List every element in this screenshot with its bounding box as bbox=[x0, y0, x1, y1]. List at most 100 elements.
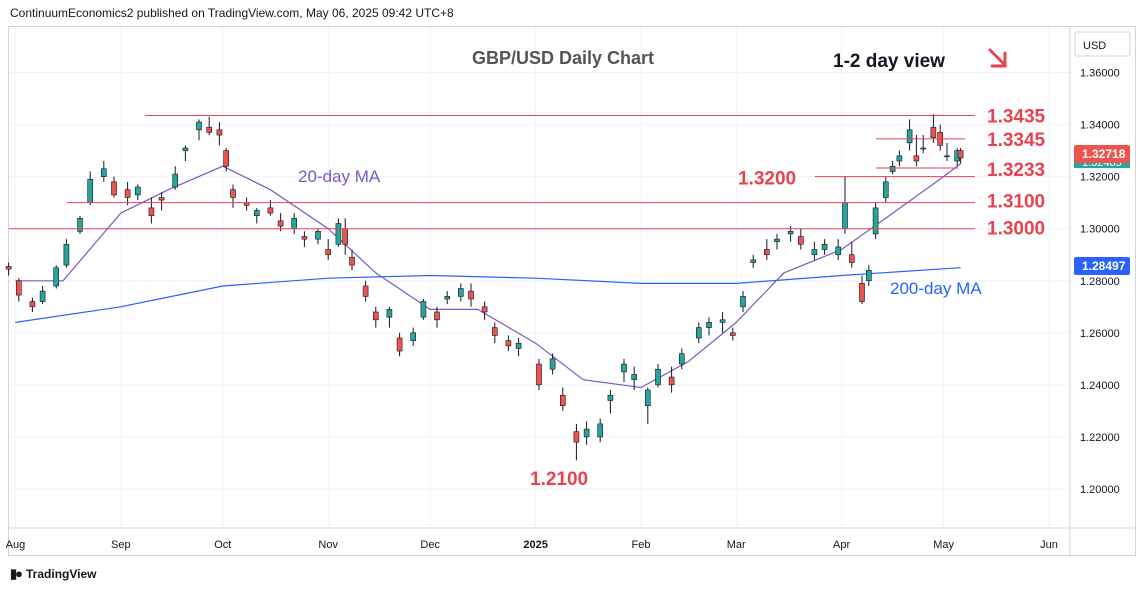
x-tick-label: Jun bbox=[1040, 539, 1058, 551]
x-axis-ticks: Aug Sep Oct Nov Dec 2025 Feb Mar Apr May Jun bbox=[6, 539, 1058, 551]
down-arrow-icon bbox=[988, 48, 1007, 68]
candle-body bbox=[254, 210, 260, 216]
candle-body bbox=[621, 363, 627, 373]
candle-body bbox=[223, 150, 229, 167]
y-axis-ticks: 1.36000 1.34000 1.32000 1.30000 1.28000 1.260… bbox=[1080, 68, 1120, 496]
candle-body bbox=[362, 285, 369, 297]
level-label: 1.3233 bbox=[987, 160, 1045, 181]
y-tick-label: 1.22000 bbox=[1080, 432, 1120, 444]
candle-body bbox=[491, 327, 498, 336]
candle-body bbox=[719, 319, 726, 323]
ma200-label: 200-day MA bbox=[890, 279, 982, 298]
candle bbox=[505, 335, 512, 352]
candle-body bbox=[913, 155, 920, 162]
candle bbox=[481, 301, 488, 320]
candle-body bbox=[848, 254, 855, 263]
candle-body bbox=[631, 374, 638, 380]
publisher-line: ContinuumEconomics2 published on Trading… bbox=[10, 6, 454, 20]
candle-body bbox=[536, 363, 542, 386]
candle bbox=[729, 327, 736, 341]
candle-body bbox=[29, 301, 36, 308]
candle-body bbox=[607, 394, 614, 401]
candle bbox=[621, 358, 627, 383]
candle-body bbox=[335, 223, 342, 245]
candle bbox=[631, 366, 638, 391]
candle-body bbox=[172, 173, 178, 188]
chart-subtitle: 1-2 day view bbox=[833, 51, 945, 72]
candle-body bbox=[434, 311, 440, 321]
candle bbox=[216, 121, 223, 146]
candle bbox=[325, 239, 332, 260]
candle-body bbox=[444, 296, 451, 300]
candle bbox=[607, 390, 614, 414]
candle-body bbox=[230, 189, 236, 198]
level-label: 1.3345 bbox=[987, 130, 1046, 151]
candle bbox=[865, 265, 872, 286]
candle-body bbox=[468, 290, 474, 300]
ma20-line bbox=[15, 163, 961, 389]
currency-box[interactable] bbox=[1074, 31, 1131, 57]
candle bbox=[291, 213, 298, 234]
candle-body bbox=[206, 126, 212, 133]
x-tick-label: Dec bbox=[420, 539, 440, 551]
candle bbox=[243, 197, 250, 211]
candle bbox=[842, 176, 848, 234]
candle bbox=[63, 239, 70, 268]
candle-body bbox=[267, 207, 274, 214]
candle bbox=[124, 181, 131, 206]
candle-body bbox=[750, 259, 757, 263]
candle bbox=[668, 366, 675, 393]
candle-body bbox=[457, 288, 464, 297]
x-tick-label: Aug bbox=[6, 539, 26, 551]
tradingview-logo[interactable]: ▮● TradingView bbox=[10, 566, 96, 582]
candle bbox=[349, 249, 355, 271]
low-label: 1.2100 bbox=[530, 469, 588, 490]
candles bbox=[5, 114, 964, 461]
candle bbox=[811, 241, 818, 260]
last-price-text: 1.32718 bbox=[1082, 147, 1126, 161]
candle bbox=[206, 116, 212, 136]
candle bbox=[444, 291, 451, 305]
candle-body bbox=[410, 332, 417, 341]
y-tick-label: 1.34000 bbox=[1080, 120, 1120, 132]
candle bbox=[362, 280, 369, 302]
y-tick-label: 1.26000 bbox=[1080, 328, 1120, 340]
candle-body bbox=[505, 340, 512, 347]
candle-body bbox=[396, 337, 403, 352]
candle-body bbox=[148, 207, 155, 216]
y-tick-label: 1.36000 bbox=[1080, 68, 1120, 80]
level-label: 1.3000 bbox=[987, 219, 1045, 240]
candle bbox=[39, 285, 46, 305]
level-label: 1.3100 bbox=[987, 192, 1045, 213]
candle bbox=[644, 387, 651, 424]
candle bbox=[763, 239, 770, 260]
candle-body bbox=[386, 309, 393, 318]
candle-body bbox=[695, 327, 702, 339]
candle-body bbox=[15, 280, 22, 296]
candle-body bbox=[865, 270, 872, 282]
candle-body bbox=[842, 202, 848, 230]
candle bbox=[750, 254, 757, 268]
candle-body bbox=[797, 236, 804, 245]
candle-body bbox=[349, 257, 355, 266]
ma200-line bbox=[15, 267, 961, 323]
candle bbox=[101, 161, 107, 182]
candle-body bbox=[39, 290, 46, 302]
candle-body bbox=[559, 394, 566, 406]
candle-body bbox=[277, 220, 284, 227]
candle bbox=[930, 114, 937, 143]
candle bbox=[254, 207, 260, 224]
moving-averages bbox=[15, 163, 961, 389]
candle bbox=[774, 233, 780, 250]
ma20-label: 20-day MA bbox=[298, 167, 381, 186]
candle bbox=[5, 262, 12, 276]
candle bbox=[491, 322, 498, 344]
candle-body bbox=[87, 178, 93, 203]
candle-body bbox=[101, 168, 107, 177]
candle-body bbox=[515, 342, 522, 349]
candle-body bbox=[124, 189, 131, 198]
candle bbox=[158, 192, 165, 211]
candle bbox=[420, 298, 427, 320]
x-tick-label: Nov bbox=[318, 539, 338, 551]
